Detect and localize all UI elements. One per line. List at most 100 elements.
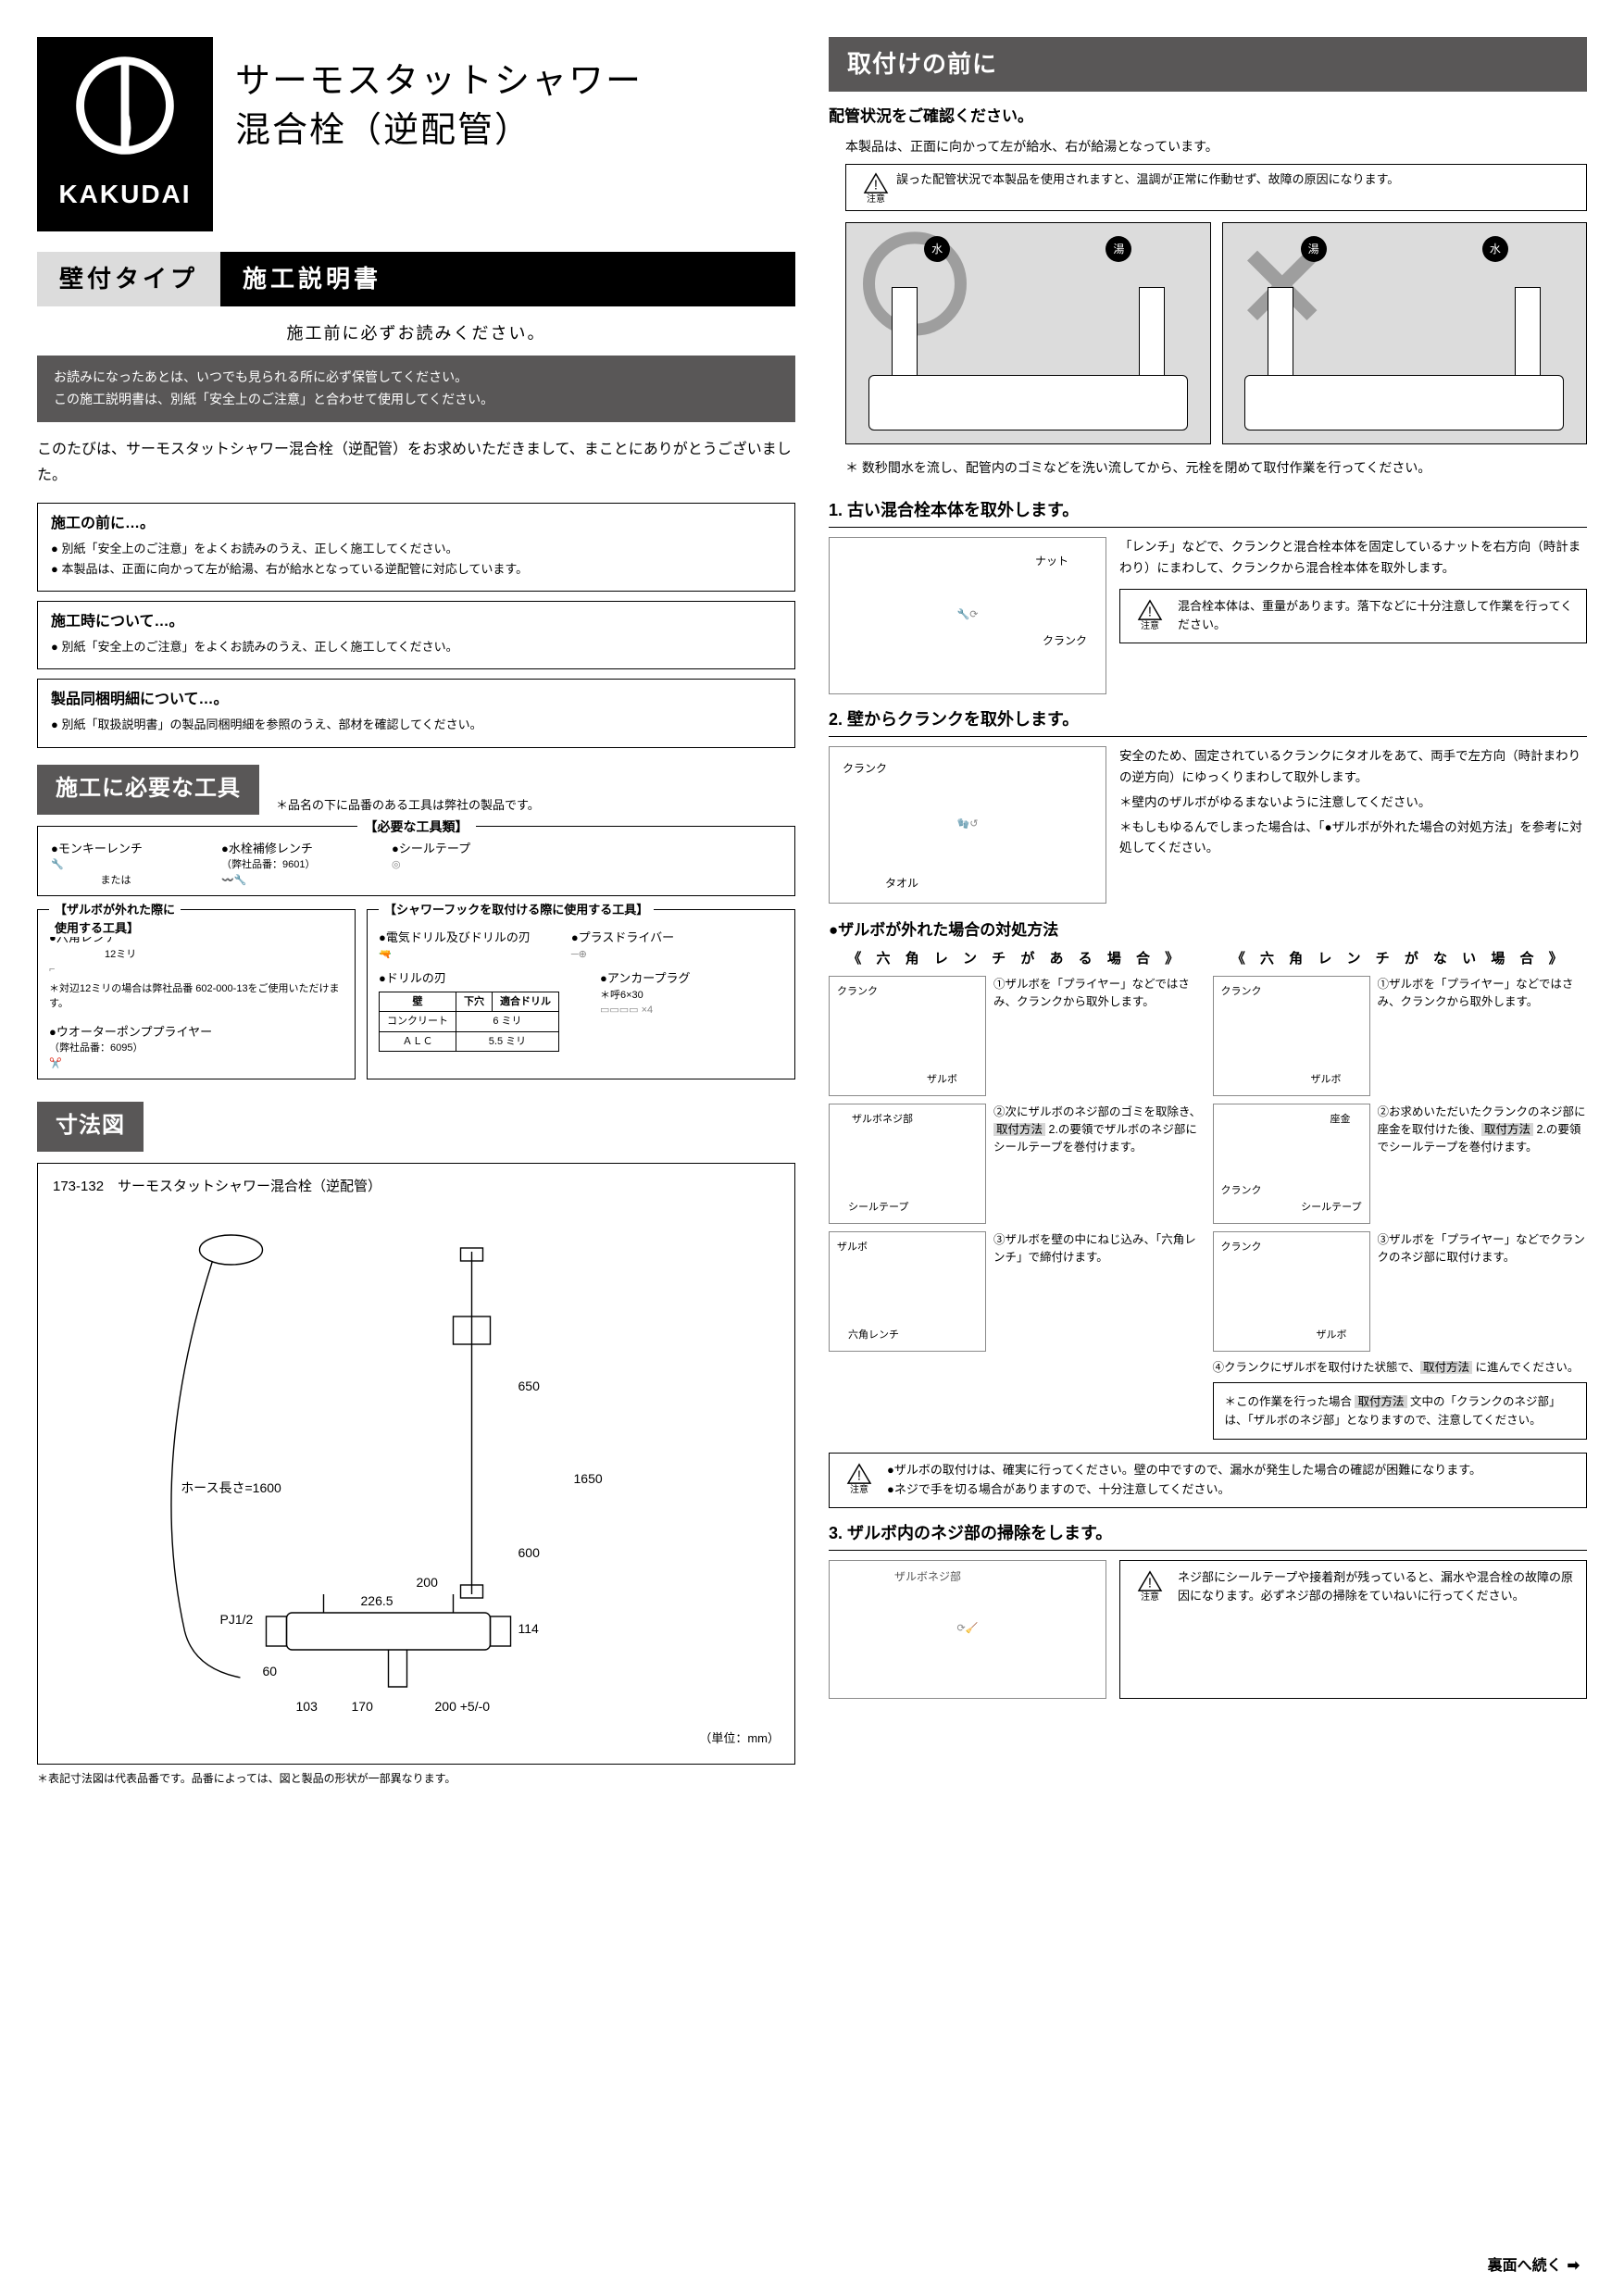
method-col-b: 《 六 角 レ ン チ が な い 場 合 》 クランク ザルボ ①ザルボを「プ…: [1213, 949, 1588, 1440]
tool-box-hook-label: 【シャワーフックを取付ける際に使用する工具】: [379, 901, 654, 919]
caution-icon: ! 注意: [839, 1461, 880, 1495]
dim-footnote: ＊表記寸法図は代表品番です。品番によっては、図と製品の形状が一部異なります。: [37, 1770, 795, 1787]
mb-step1-txt: ①ザルボを「プライヤー」などではさみ、クランクから取外します。: [1378, 976, 1588, 1096]
step1-figure: 🔧⟳ ナット クランク: [829, 537, 1106, 694]
tool-hex: ●六角レンチ 12ミリ ⌐ ＊対辺12ミリの場合は弊社品番 602-000-13…: [49, 929, 344, 1012]
dt-h1: 壁: [379, 992, 456, 1012]
tool-blade-label: ●ドリルの刃: [379, 969, 559, 988]
ox-body-correct: [868, 375, 1188, 430]
caution-icon: ! 注意: [1130, 597, 1170, 631]
before-box-b2: ● 本製品は、正面に向かって左が給湯、右が給水となっている逆配管に対応しています…: [51, 559, 781, 580]
subtype-right-label: 施工説明書: [220, 252, 795, 306]
mb-step3-txt: ③ザルボを「プライヤー」などでクランクのネジ部に取付けます。: [1378, 1231, 1588, 1352]
tool-or-label: または: [51, 873, 181, 889]
dimensions-header: 寸法図: [37, 1102, 144, 1152]
dimensions-box: 173-132 サーモスタットシャワー混合栓（逆配管）: [37, 1163, 795, 1765]
ma-f3-hex: 六角レンチ: [848, 1328, 899, 1343]
tools-header: 施工に必要な工具: [37, 765, 259, 815]
tools-header-note: ＊品名の下に品番のある工具は弊社の製品です。: [276, 796, 540, 815]
tool-box-zarubo-label: 【ザルボが外れた際に 使用する工具】: [49, 901, 181, 937]
step3-warn-text: ネジ部にシールテープや接着剤が残っていると、漏水や混合栓の故障の原因になります。…: [1178, 1568, 1577, 1607]
before-box-h: 施工の前に…。: [51, 513, 781, 535]
svg-text:1650: 1650: [574, 1471, 603, 1486]
label-hot-right: 湯: [1106, 236, 1131, 262]
brand-logo-box: KAKUDAI: [37, 37, 213, 231]
ox-wrong-panel: ✕ 湯 水: [1222, 222, 1588, 444]
step2-lbl-towel: タオル: [885, 875, 918, 892]
keep-notice-bar: お読みになったあとは、いつでも見られる所に必ず保管してください。 この施工説明書…: [37, 356, 795, 422]
mb-step1: クランク ザルボ ①ザルボを「プライヤー」などではさみ、クランクから取外します。: [1213, 976, 1588, 1096]
tool-pump-label: ●ウオーターポンププライヤー: [49, 1023, 344, 1042]
dt-h2: 下穴: [456, 992, 492, 1012]
svg-text:114: 114: [518, 1621, 540, 1636]
mb-f2-tape: シールテープ: [1301, 1200, 1361, 1216]
step3-lbl: ザルボネジ部: [894, 1568, 961, 1585]
mb-f2-crank: クランク: [1221, 1183, 1262, 1199]
tool-hex-mm: 12ミリ: [105, 949, 136, 960]
anchor-plug-icon: ▭▭▭▭ ×4: [600, 1003, 730, 1018]
step2-text3: ＊もしもゆるんでしまった場合は、「●ザルボが外れた場合の対処方法」を参考に対処し…: [1119, 817, 1587, 860]
svg-text:!: !: [1148, 1576, 1152, 1591]
step2-header: 2. 壁からクランクを取外します。: [829, 707, 1587, 737]
dt-r2c2: 5.5 ミリ: [456, 1031, 558, 1052]
check-piping-sub: 配管状況をご確認ください。: [829, 105, 1587, 129]
mb-f1-zarubo: ザルボ: [1311, 1072, 1342, 1088]
right-column: 取付けの前に 配管状況をご確認ください。 本製品は、正面に向かって左が給水、右が…: [823, 37, 1587, 2240]
mb-fig3: クランク ザルボ: [1213, 1231, 1370, 1352]
step2-text-col: 安全のため、固定されているクランクにタオルをあて、両手で左方向（時計まわりの逆方…: [1119, 746, 1587, 904]
caution-label: 注意: [1141, 1592, 1159, 1603]
ma-step2-txt: ②次にザルボのネジ部のゴミを取除き、取付方法 2.の要領でザルボのネジ部にシール…: [993, 1104, 1204, 1224]
subtype-row: 壁付タイプ 施工説明書: [37, 252, 795, 306]
method-b-title: 《 六 角 レ ン チ が な い 場 合 》: [1213, 949, 1588, 970]
svg-text:!: !: [874, 178, 878, 193]
method-warn-1: ●ザルボの取付けは、確実に行ってください。壁の中ですので、漏水が発生した場合の確…: [887, 1461, 1577, 1480]
during-box: 施工時について…。 ● 別紙「安全上のご注意」をよくお読みのうえ、正しく施工して…: [37, 601, 795, 669]
svg-text:!: !: [1148, 605, 1152, 619]
label-water-left: 水: [924, 236, 950, 262]
ma-f3-zarubo: ザルボ: [837, 1240, 868, 1255]
intro-text: このたびは、サーモスタットシャワー混合栓（逆配管）をお求めいただきまして、まこと…: [37, 437, 795, 491]
subtype-left-label: 壁付タイプ: [37, 252, 220, 306]
tool-box-hook: 【シャワーフックを取付ける際に使用する工具】 ●電気ドリル及びドリルの刃 🔫 ●…: [367, 909, 795, 1079]
tool-faucet-sub: （弊社品番：9601）: [221, 857, 351, 873]
continue-label: 裏面へ続く: [1488, 2258, 1562, 2274]
tool-pump-sub: （弊社品番：6095）: [49, 1041, 344, 1056]
pipe-warn-box: ! 注意 誤った配管状況で本製品を使用されますと、温調が正常に作動せず、故障の原…: [845, 164, 1587, 211]
mb-fig2: 座金 クランク シールテープ: [1213, 1104, 1370, 1224]
label-hot-left: 湯: [1301, 236, 1327, 262]
ma-step2: ザルボネジ部 シールテープ ②次にザルボのネジ部のゴミを取除き、取付方法 2.の…: [829, 1104, 1204, 1224]
brand-name: KAKUDAI: [58, 175, 191, 214]
before-box: 施工の前に…。 ● 別紙「安全上のご注意」をよくお読みのうえ、正しく施工してくだ…: [37, 503, 795, 592]
ma-step3-txt: ③ザルボを壁の中にねじ込み、「六角レンチ」で締付けます。: [993, 1231, 1204, 1352]
during-box-h: 施工時について…。: [51, 611, 781, 633]
tool-anchor-x4: ×4: [642, 1004, 654, 1016]
method-columns: 《 六 角 レ ン チ が あ る 場 合 》 クランク ザルボ ①ザルボを「プ…: [829, 949, 1587, 1440]
svg-text:!: !: [857, 1469, 861, 1484]
step1-header: 1. 古い混合栓本体を取外します。: [829, 498, 1587, 528]
tool-pump-plier: ●ウオーターポンププライヤー （弊社品番：6095） ✂️: [49, 1023, 344, 1072]
caution-label: 注意: [1141, 621, 1159, 631]
dim-model-title: 173-132 サーモスタットシャワー混合栓（逆配管）: [53, 1177, 780, 1198]
ma-f2-tape: シールテープ: [848, 1200, 908, 1216]
pipe-warn-text: 誤った配管状況で本製品を使用されますと、温調が正常に作動せず、故障の原因になりま…: [896, 170, 1399, 205]
mb-step2-txt: ②お求めいただいたクランクのネジ部に座金を取付けた後、取付方法 2.の要領でシー…: [1378, 1104, 1588, 1224]
tools-required-frame: 【必要な工具類】 ●モンキーレンチ 🔧 または ●水栓補修レンチ （弊社品番：9…: [37, 826, 795, 897]
arrow-right-icon: ➡: [1568, 2255, 1580, 2277]
method-header: ●ザルボが外れた場合の対処方法: [829, 918, 1587, 942]
ma-fig2: ザルボネジ部 シールテープ: [829, 1104, 986, 1224]
drill-table: 壁下穴適合ドリル コンクリート6 ミリ ＡＬＣ5.5 ミリ: [379, 992, 559, 1053]
svg-text:600: 600: [518, 1545, 541, 1560]
ma-f1-crank: クランク: [837, 984, 878, 1000]
crank-removal-icon: 🧤↺: [957, 817, 979, 832]
ma-step3: ザルボ 六角レンチ ③ザルボを壁の中にねじ込み、「六角レンチ」で締付けます。: [829, 1231, 1204, 1352]
dt-r1c2: 6 ミリ: [456, 1012, 558, 1032]
step1-warn-text: 混合栓本体は、重量があります。落下などに十分注意して作業を行ってください。: [1178, 597, 1577, 636]
ma-f1-zarubo: ザルボ: [927, 1072, 957, 1088]
faucet-removal-icon: 🔧⟳: [957, 607, 979, 623]
tape-icon: ◎: [392, 857, 521, 873]
before-box-b1: ● 別紙「安全上のご注意」をよくお読みのうえ、正しく施工してください。: [51, 539, 781, 559]
svg-text:170: 170: [352, 1699, 374, 1714]
caution-label: 注意: [850, 1485, 868, 1495]
caution-label: 注意: [867, 194, 885, 205]
tool-hex-note: ＊対辺12ミリの場合は弊社品番 602-000-13をご使用いただけます。: [49, 981, 344, 1012]
